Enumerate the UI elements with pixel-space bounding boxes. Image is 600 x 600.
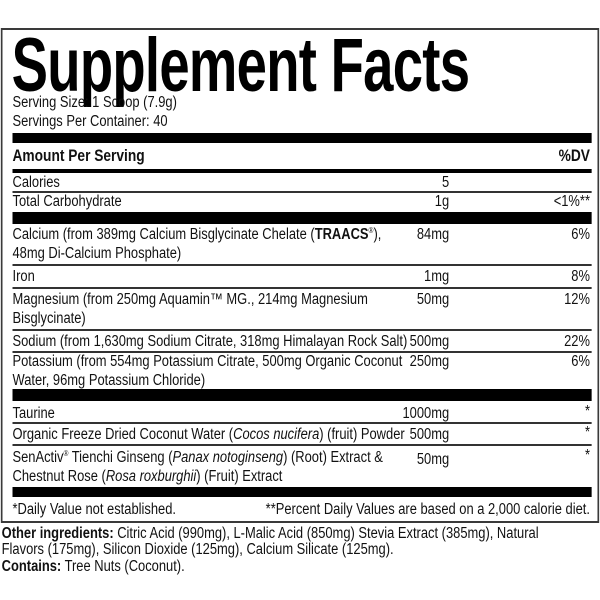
latin-name: Cocos nucifera <box>233 426 320 443</box>
dv-header: %DV <box>558 147 590 165</box>
divider-thin <box>12 191 592 193</box>
other-ingredients-line2: Flavors (175mg), Silicon Dioxide (125mg)… <box>1 541 394 558</box>
row-taurine-name: Taurine <box>12 405 55 422</box>
text: ) (Fruit) Extract <box>196 468 283 485</box>
text: ), <box>373 226 382 243</box>
row-potassium-name-line2: Water, 96mg Potassium Chloride) <box>12 372 206 389</box>
row-calcium-amount: 84mg <box>416 226 450 243</box>
other-ingredients: Other ingredients: Citric Acid (990mg), … <box>2 525 539 542</box>
text: Calcium (from 389mg Calcium Bisglycinate… <box>12 226 315 243</box>
row-magnesium-name-line2: Bisglycinate) <box>12 310 86 327</box>
row-potassium-amount: 250mg <box>409 353 450 370</box>
row-senactiv-dv: * <box>584 447 590 464</box>
row-iron-amount: 1mg <box>424 268 450 285</box>
row-coconut-water-dv: * <box>584 424 590 441</box>
text: SenActiv <box>12 449 64 466</box>
latin-name: Panax notoginseng <box>172 449 284 466</box>
row-sodium-name: Sodium (from 1,630mg Sodium Citrate, 318… <box>12 333 408 350</box>
other-ingredients-label: Other ingredients: <box>1 525 114 542</box>
registered-mark: ® <box>63 449 69 458</box>
divider-thick <box>12 212 592 224</box>
divider-thick <box>12 487 592 497</box>
row-magnesium-amount: 50mg <box>416 291 450 308</box>
divider-thin <box>12 329 592 331</box>
row-magnesium-dv: 12% <box>564 291 590 308</box>
row-potassium-name: Potassium (from 554mg Potassium Citrate,… <box>12 353 403 370</box>
text: Tienchi Ginseng ( <box>68 449 173 466</box>
row-potassium-dv: 6% <box>571 353 590 370</box>
row-magnesium-name: Magnesium (from 250mg Aquamin™ MG., 214m… <box>12 291 368 308</box>
row-calories-name: Calories <box>12 174 60 191</box>
divider-medium <box>12 169 592 173</box>
row-senactiv-amount: 50mg <box>416 451 450 468</box>
row-sodium-dv: 22% <box>564 333 590 350</box>
row-carbohydrate-name: Total Carbohydrate <box>12 193 122 210</box>
row-calcium-name: Calcium (from 389mg Calcium Bisglycinate… <box>12 225 381 244</box>
latin-name: Rosa roxburghii <box>105 468 197 485</box>
divider-thin <box>12 351 592 353</box>
divider-thin <box>12 287 592 289</box>
row-coconut-water-amount: 500mg <box>409 426 450 443</box>
divider-thin <box>12 264 592 266</box>
footnote-dv-not-established: *Daily Value not established. <box>12 501 176 518</box>
text: ) (fruit) Powder <box>319 426 405 443</box>
serving-size: Serving Size: 1 Scoop (7.9g) <box>12 94 177 111</box>
row-coconut-water-name: Organic Freeze Dried Coconut Water (Coco… <box>12 425 404 444</box>
row-iron-dv: 8% <box>571 268 590 285</box>
row-senactiv-name-line2: Chestnut Rose (Rosa roxburghii) (Fruit) … <box>12 467 282 486</box>
divider-thick <box>12 133 592 143</box>
contains-text: Tree Nuts (Coconut). <box>61 558 185 575</box>
row-calories-amount: 5 <box>441 174 450 191</box>
label-title: Supplement Facts <box>11 23 470 108</box>
contains-label: Contains: <box>1 558 62 575</box>
text: ) (Root) Extract & <box>283 449 383 466</box>
divider-thick <box>12 389 592 401</box>
footnote-percent-dv: **Percent Daily Values are based on a 2,… <box>265 501 590 518</box>
contains: Contains: Tree Nuts (Coconut). <box>2 558 185 575</box>
row-calcium-name-line2: 48mg Di-Calcium Phosphate) <box>12 245 182 262</box>
row-taurine-dv: * <box>584 403 590 420</box>
row-sodium-amount: 500mg <box>409 333 450 350</box>
text: Chestnut Rose ( <box>12 468 106 485</box>
divider-thin <box>12 444 592 446</box>
brand-traacs: TRAACS <box>314 226 369 243</box>
row-iron-name: Iron <box>12 268 35 285</box>
divider-thin <box>12 422 592 424</box>
row-calcium-dv: 6% <box>571 226 590 243</box>
label-border <box>0 28 600 523</box>
other-ingredients-text: Citric Acid (990mg), L-Malic Acid (850mg… <box>113 525 539 542</box>
servings-per-container: Servings Per Container: 40 <box>12 113 168 130</box>
row-carbohydrate-amount: 1g <box>434 193 450 210</box>
registered-mark: ® <box>368 226 374 235</box>
amount-per-serving-header: Amount Per Serving <box>12 147 145 165</box>
row-senactiv-name: SenActiv® Tienchi Ginseng (Panax notogin… <box>12 448 382 467</box>
text: Organic Freeze Dried Coconut Water ( <box>12 426 234 443</box>
row-taurine-amount: 1000mg <box>402 405 450 422</box>
row-carbohydrate-dv: <1%** <box>553 193 590 210</box>
